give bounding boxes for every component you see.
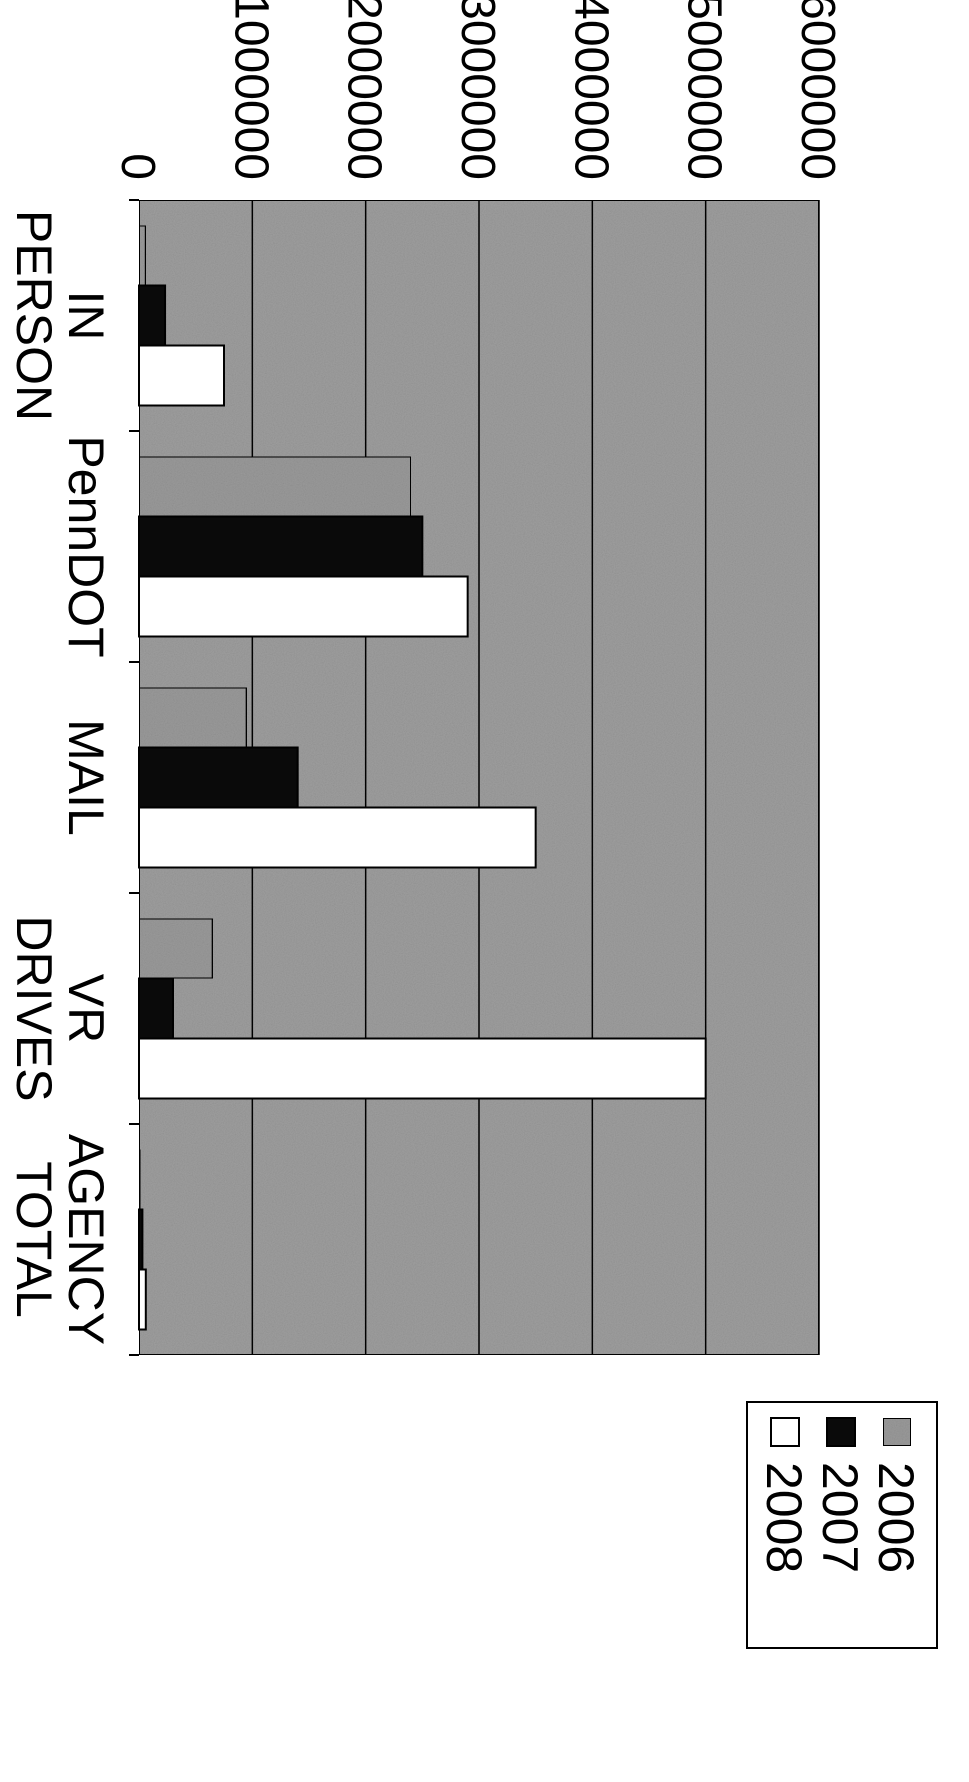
legend-label-2007: 2007 [812,1462,868,1573]
bar-2008-mail [138,806,537,869]
legend-swatch-2007 [826,1417,856,1447]
legend-swatch-2006 [882,1417,912,1447]
category-label-line: PERSON [6,210,62,421]
category-label-mail: MAIL [58,719,114,836]
y-tick-label-4000000: 4000000 [564,0,617,180]
bar-2007-mail [138,746,299,809]
bar-2006-vr-drives [138,917,214,980]
category-label-line: DRIVES [6,915,62,1101]
category-label-line: TOTAL [6,1161,62,1318]
legend-label-2006: 2006 [868,1462,924,1573]
bar-2006-in-person [137,224,147,287]
y-tick-label-1000000: 1000000 [224,0,277,180]
y-tick-label-2000000: 2000000 [338,0,391,180]
legend-label-2008: 2008 [756,1462,812,1573]
bar-2008-vr-drives [137,1037,707,1100]
category-label-line: MAIL [58,719,114,836]
legend-box [746,1401,938,1649]
category-label-line: IN [58,291,114,341]
category-label-line: VR [58,974,114,1043]
bar-2008-in-person [138,344,225,407]
y-tick-label-3000000: 3000000 [451,0,504,180]
bar-2007-agency-total [138,1208,144,1271]
bar-2007-in-person [137,284,167,347]
bar-2008-agency-total [137,1268,147,1331]
category-label-line: AGENCY [58,1134,114,1345]
y-tick-label-5000000: 5000000 [678,0,731,180]
y-tick-label-0: 0 [111,153,164,180]
bar-2006-agency-total [138,1148,142,1211]
bar-2007-vr-drives [138,977,174,1040]
legend-swatch-2008 [770,1417,800,1447]
bar-2007-penndot [137,515,424,578]
category-label-penndot: PennDOT [58,435,114,657]
bar-2006-penndot [138,455,412,518]
bar-2008-penndot [138,575,469,638]
bar-2006-mail [138,686,248,749]
y-tick-label-6000000: 6000000 [791,0,844,180]
category-label-line: PennDOT [58,435,114,657]
